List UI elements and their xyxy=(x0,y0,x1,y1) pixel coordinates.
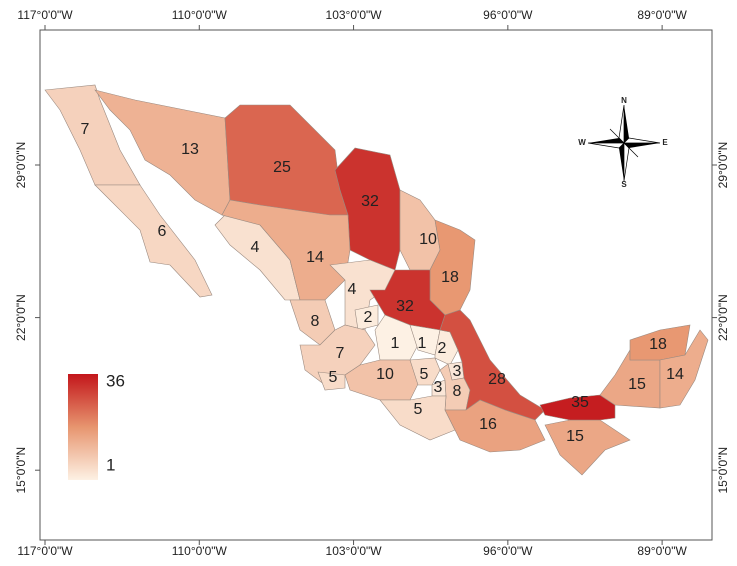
lon-label: 89°0'0"W xyxy=(637,544,687,558)
compass: N S E W xyxy=(578,96,668,189)
state-value: 15 xyxy=(566,428,584,445)
state xyxy=(409,357,441,386)
state-value: 5 xyxy=(329,369,338,386)
state-value: 16 xyxy=(479,416,497,433)
lon-label: 96°0'0"W xyxy=(483,544,533,558)
state-value: 10 xyxy=(376,366,394,383)
state xyxy=(659,329,709,409)
lat-label: 22°0'0"N xyxy=(14,294,28,341)
state-value: 6 xyxy=(158,223,167,240)
lon-label: 89°0'0"W xyxy=(637,8,687,22)
compass-arrow xyxy=(587,142,625,149)
states xyxy=(44,84,709,476)
compass-arrow xyxy=(609,128,625,144)
state-value: 3 xyxy=(434,379,443,396)
lon-label: 103°0'0"W xyxy=(326,8,383,22)
state-value: 1 xyxy=(418,335,427,352)
compass-arrow xyxy=(619,143,624,181)
state-value: 4 xyxy=(348,281,357,298)
state-value: 14 xyxy=(666,366,684,383)
state-value: 7 xyxy=(81,121,90,138)
state xyxy=(299,324,376,386)
compass-arrow xyxy=(624,143,660,148)
state xyxy=(317,371,346,391)
compass-arrow xyxy=(623,137,661,144)
state xyxy=(444,399,546,453)
state-value: 10 xyxy=(419,231,437,248)
legend-min: 1 xyxy=(106,455,115,474)
compass-w: W xyxy=(578,138,586,147)
compass-n: N xyxy=(621,96,627,105)
state-value: 1 xyxy=(391,335,400,352)
lon-label: 117°0'0"W xyxy=(17,8,73,22)
lat-label: 29°0'0"N xyxy=(716,142,730,189)
legend-ramp xyxy=(68,374,98,480)
state xyxy=(94,184,213,298)
state-value: 18 xyxy=(649,336,667,353)
state-value: 7 xyxy=(336,345,345,362)
state-value: 35 xyxy=(571,394,589,411)
state-value: 18 xyxy=(441,269,459,286)
legend-max: 36 xyxy=(106,371,125,390)
lon-label: 96°0'0"W xyxy=(483,8,533,22)
lat-label: 22°0'0"N xyxy=(716,294,730,341)
state-value: 32 xyxy=(361,193,379,210)
compass-arrow xyxy=(588,138,624,143)
state-value: 2 xyxy=(438,340,447,357)
state xyxy=(334,147,401,271)
state-value: 28 xyxy=(488,371,506,388)
lat-label: 15°0'0"N xyxy=(14,447,28,494)
lat-label: 29°0'0"N xyxy=(14,142,28,189)
state-value: 32 xyxy=(396,298,414,315)
state-value: 25 xyxy=(273,159,291,176)
state-value: 15 xyxy=(628,376,646,393)
compass-arrow xyxy=(623,142,639,158)
compass-arrow xyxy=(624,105,629,143)
state xyxy=(329,259,396,331)
state xyxy=(539,394,616,421)
state xyxy=(94,89,231,216)
lon-label: 103°0'0"W xyxy=(326,544,383,558)
state-value: 14 xyxy=(306,249,324,266)
state-value: 8 xyxy=(453,383,462,400)
state-value: 13 xyxy=(181,141,199,158)
state-value: 8 xyxy=(311,313,320,330)
state-value: 5 xyxy=(420,366,429,383)
state-value: 5 xyxy=(414,401,423,418)
compass-e: E xyxy=(662,138,668,147)
lon-label: 110°0'0"W xyxy=(172,8,228,22)
lon-label: 110°0'0"W xyxy=(172,544,228,558)
state-value: 2 xyxy=(364,309,373,326)
lat-label: 15°0'0"N xyxy=(716,447,730,494)
lon-label: 117°0'0"W xyxy=(17,544,73,558)
compass-s: S xyxy=(621,180,627,189)
state-value: 4 xyxy=(251,239,260,256)
state-value: 3 xyxy=(453,363,462,380)
